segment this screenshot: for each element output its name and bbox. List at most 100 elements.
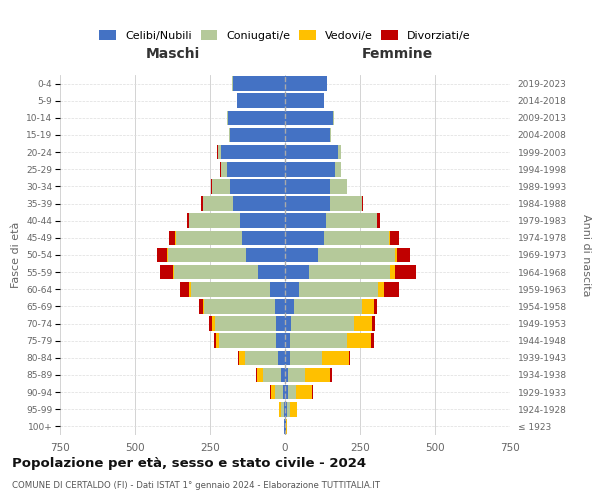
- Bar: [168, 248, 246, 262]
- Bar: [237, 94, 285, 108]
- Bar: [281, 368, 285, 382]
- Bar: [291, 316, 354, 331]
- Bar: [176, 230, 241, 245]
- Bar: [330, 179, 347, 194]
- Bar: [203, 299, 204, 314]
- Bar: [285, 162, 335, 176]
- Bar: [233, 196, 285, 211]
- Text: Maschi: Maschi: [145, 46, 200, 60]
- Bar: [335, 162, 341, 176]
- Bar: [285, 334, 290, 348]
- Bar: [190, 282, 191, 296]
- Bar: [354, 316, 372, 331]
- Bar: [281, 402, 284, 416]
- Bar: [285, 299, 294, 314]
- Y-axis label: Anni di nascita: Anni di nascita: [581, 214, 591, 296]
- Bar: [216, 334, 219, 348]
- Bar: [397, 248, 410, 262]
- Bar: [299, 282, 378, 296]
- Bar: [239, 350, 245, 365]
- Bar: [228, 110, 285, 125]
- Bar: [285, 179, 330, 194]
- Bar: [349, 350, 350, 365]
- Bar: [221, 162, 227, 176]
- Bar: [189, 214, 240, 228]
- Bar: [174, 265, 258, 280]
- Bar: [285, 196, 330, 211]
- Bar: [305, 368, 330, 382]
- Bar: [227, 162, 285, 176]
- Bar: [337, 145, 341, 160]
- Bar: [233, 76, 285, 91]
- Text: Popolazione per età, sesso e stato civile - 2024: Popolazione per età, sesso e stato civil…: [12, 458, 366, 470]
- Bar: [276, 316, 285, 331]
- Bar: [285, 282, 299, 296]
- Bar: [285, 110, 333, 125]
- Bar: [229, 128, 285, 142]
- Bar: [279, 402, 281, 416]
- Bar: [215, 316, 276, 331]
- Bar: [312, 385, 313, 400]
- Bar: [285, 419, 286, 434]
- Bar: [330, 128, 331, 142]
- Bar: [290, 350, 322, 365]
- Bar: [258, 265, 285, 280]
- Bar: [275, 385, 283, 400]
- Bar: [276, 334, 285, 348]
- Bar: [285, 385, 288, 400]
- Bar: [390, 265, 395, 280]
- Bar: [285, 145, 337, 160]
- Bar: [287, 402, 290, 416]
- Bar: [318, 248, 395, 262]
- Bar: [377, 214, 380, 228]
- Bar: [395, 248, 397, 262]
- Bar: [212, 316, 215, 331]
- Bar: [284, 402, 285, 416]
- Bar: [201, 196, 203, 211]
- Bar: [290, 402, 297, 416]
- Bar: [246, 248, 285, 262]
- Bar: [209, 316, 212, 331]
- Bar: [204, 299, 275, 314]
- Bar: [285, 350, 290, 365]
- Bar: [187, 214, 188, 228]
- Bar: [245, 350, 277, 365]
- Bar: [277, 350, 285, 365]
- Bar: [330, 196, 361, 211]
- Bar: [330, 368, 331, 382]
- Bar: [322, 350, 349, 365]
- Bar: [167, 248, 168, 262]
- Bar: [256, 368, 257, 382]
- Bar: [284, 419, 285, 434]
- Bar: [199, 299, 203, 314]
- Bar: [219, 334, 276, 348]
- Bar: [229, 179, 285, 194]
- Bar: [285, 265, 309, 280]
- Bar: [296, 385, 312, 400]
- Bar: [218, 145, 221, 160]
- Bar: [241, 230, 285, 245]
- Bar: [325, 214, 377, 228]
- Bar: [212, 179, 229, 194]
- Bar: [285, 248, 318, 262]
- Bar: [294, 299, 361, 314]
- Bar: [288, 368, 305, 382]
- Bar: [169, 230, 175, 245]
- Bar: [378, 282, 384, 296]
- Bar: [333, 110, 334, 125]
- Bar: [275, 299, 285, 314]
- Bar: [285, 94, 324, 108]
- Bar: [389, 230, 390, 245]
- Bar: [390, 230, 398, 245]
- Bar: [285, 368, 288, 382]
- Bar: [371, 334, 374, 348]
- Bar: [214, 334, 216, 348]
- Bar: [211, 179, 212, 194]
- Bar: [347, 334, 371, 348]
- Bar: [270, 282, 285, 296]
- Bar: [220, 162, 221, 176]
- Bar: [372, 316, 375, 331]
- Bar: [373, 299, 377, 314]
- Bar: [191, 282, 270, 296]
- Bar: [384, 282, 399, 296]
